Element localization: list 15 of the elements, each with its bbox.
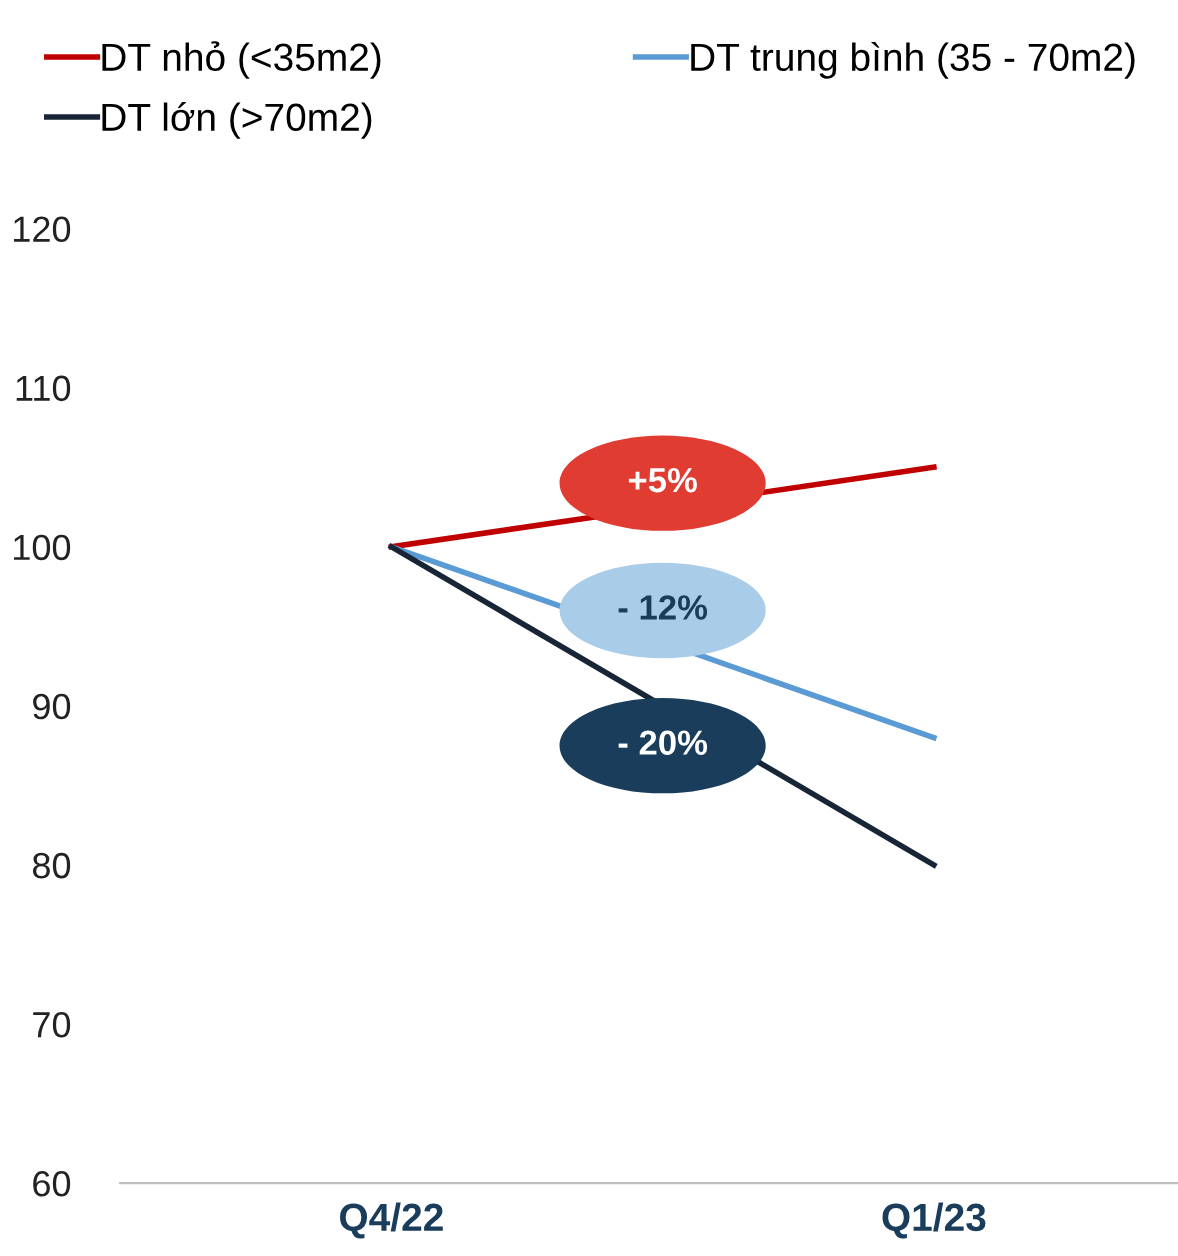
legend-label: DT nhỏ (<35m2)	[102, 41, 381, 79]
x-tick-label: Q1/23	[882, 1202, 986, 1239]
y-tick-label: 60	[33, 1171, 71, 1197]
y-tick-label: 90	[33, 693, 71, 720]
legend-label: DT trung bình (35 - 70m2)	[691, 42, 1135, 79]
legend-label: DT lớn (>70m2)	[102, 102, 372, 139]
annotation: +5%	[628, 467, 697, 493]
x-tick-label: Q4/22	[340, 1202, 443, 1239]
y-tick-label: 120	[14, 216, 71, 243]
y-tick-label: 100	[14, 534, 71, 561]
y-tick-label: 70	[33, 1011, 71, 1038]
annotation: - 20%	[618, 730, 708, 755]
y-tick-label: 80	[32, 852, 71, 879]
annotation: - 12%	[618, 595, 708, 620]
y-tick-label: 110	[16, 375, 71, 402]
